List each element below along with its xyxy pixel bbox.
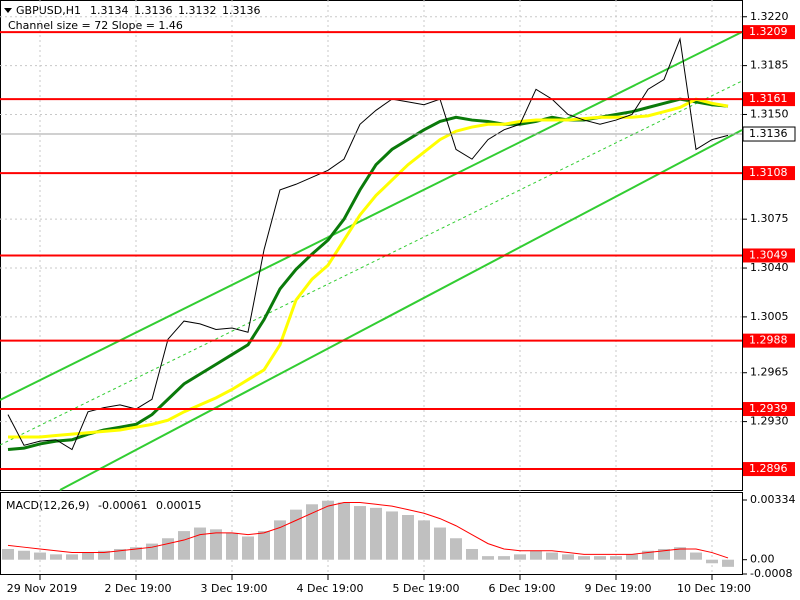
level-label-box <box>743 462 795 477</box>
macd-bar <box>66 554 78 560</box>
dropdown-icon <box>4 8 12 13</box>
macd-bar <box>658 548 670 560</box>
y-tick-label: 1.3220 <box>750 10 789 23</box>
y-tick-label: 1.3075 <box>750 212 789 225</box>
y-tick-label: 1.3185 <box>750 59 789 72</box>
macd-bar <box>194 527 206 560</box>
y-tick-label: 1.3150 <box>750 107 789 120</box>
macd-bar <box>306 504 318 560</box>
price-line <box>7 37 729 451</box>
x-tick-label: 10 Dec 19:00 <box>677 582 751 595</box>
macd-bar <box>562 554 574 560</box>
quote-value: 1.3136 <box>134 4 173 17</box>
macd-readout: 0.00015 <box>156 499 202 512</box>
level-label: 1.2988 <box>749 334 788 347</box>
level-label: 1.3049 <box>749 248 788 261</box>
macd-bar <box>386 511 398 560</box>
macd-bar <box>514 554 526 560</box>
signal-line <box>7 502 729 559</box>
macd-bar <box>210 529 222 560</box>
macd-bar <box>258 531 270 560</box>
quote-value: 1.3132 <box>178 4 217 17</box>
last-price-label: 1.3136 <box>749 127 788 140</box>
last-price-box <box>742 126 796 142</box>
x-tick-label: 9 Dec 19:00 <box>585 582 652 595</box>
macd-bar <box>354 506 366 560</box>
level-label-box <box>743 248 795 263</box>
y-tick-label: 0.00334 <box>750 493 796 506</box>
x-tick-label: 3 Dec 19:00 <box>201 582 268 595</box>
x-tick-label: 4 Dec 19:00 <box>297 582 364 595</box>
y-tick-label: 1.3040 <box>750 261 789 274</box>
level-label: 1.3161 <box>749 92 788 105</box>
macd-bar <box>450 538 462 560</box>
macd-bar <box>418 520 430 560</box>
y-tick-label: 1.2930 <box>750 415 789 428</box>
y-tick-label: 0.00 <box>750 553 775 566</box>
macd-bar <box>402 515 414 560</box>
macd-bar <box>2 548 14 560</box>
macd-frame <box>0 492 743 575</box>
level-label: 1.3209 <box>749 25 788 38</box>
channel-lower <box>59 129 743 491</box>
level-label-box <box>743 25 795 40</box>
macd-bar <box>482 556 494 560</box>
x-tick-label: 2 Dec 19:00 <box>105 582 172 595</box>
macd-bar <box>226 532 238 560</box>
macd-bar <box>546 552 558 560</box>
level-label: 1.2939 <box>749 402 788 415</box>
level-label-box <box>743 166 795 181</box>
macd-bar <box>98 550 110 560</box>
macd-bar <box>242 536 254 560</box>
channel-upper <box>0 31 743 401</box>
macd-readout: -0.00061 <box>98 499 147 512</box>
macd-bar <box>34 552 46 560</box>
macd-bar <box>594 556 606 560</box>
macd-bar <box>290 509 302 560</box>
macd-bar <box>498 556 510 560</box>
macd-bar <box>610 556 622 560</box>
level-label: 1.3108 <box>749 166 788 179</box>
quote-value: 1.3134 <box>90 4 129 17</box>
macd-bar <box>642 550 654 560</box>
macd-bar <box>626 554 638 560</box>
macd-bar <box>114 548 126 560</box>
macd-bar <box>674 547 686 560</box>
price-frame <box>0 0 743 491</box>
x-tick-label: 5 Dec 19:00 <box>393 582 460 595</box>
y-tick-label: 1.2965 <box>750 366 789 379</box>
x-tick-label: 29 Nov 2019 <box>7 582 77 595</box>
level-label-box <box>743 92 795 107</box>
y-tick-label: 1.3005 <box>750 310 789 323</box>
macd-bar <box>162 538 174 560</box>
level-label: 1.2896 <box>749 462 788 475</box>
macd-bar <box>322 500 334 560</box>
channel-annotation: Channel size = 72 Slope = 1.46 <box>8 19 183 32</box>
macd-bar <box>130 547 142 560</box>
macd-bar <box>466 548 478 560</box>
level-label-box <box>743 333 795 348</box>
moving-average <box>8 97 729 439</box>
level-label-box <box>743 402 795 417</box>
x-tick-label: 6 Dec 19:00 <box>489 582 556 595</box>
macd-bar <box>82 552 94 560</box>
macd-bar <box>178 531 190 560</box>
macd-bar <box>530 550 542 560</box>
macd-bar <box>706 559 718 564</box>
macd-bar <box>338 502 350 560</box>
symbol: GBPUSD,H1 <box>16 4 81 17</box>
macd-bar <box>690 552 702 560</box>
macd-bar <box>722 559 734 567</box>
macd-bar <box>50 554 62 560</box>
macd-bar <box>434 527 446 560</box>
macd-bar <box>370 507 382 560</box>
macd-bar <box>18 550 30 560</box>
quote-value: 1.3136 <box>222 4 261 17</box>
macd-bar <box>274 520 286 560</box>
y-tick-label: -0.0008 <box>750 567 792 580</box>
macd-title: MACD(12,26,9) <box>6 499 90 512</box>
macd-bar <box>578 556 590 560</box>
